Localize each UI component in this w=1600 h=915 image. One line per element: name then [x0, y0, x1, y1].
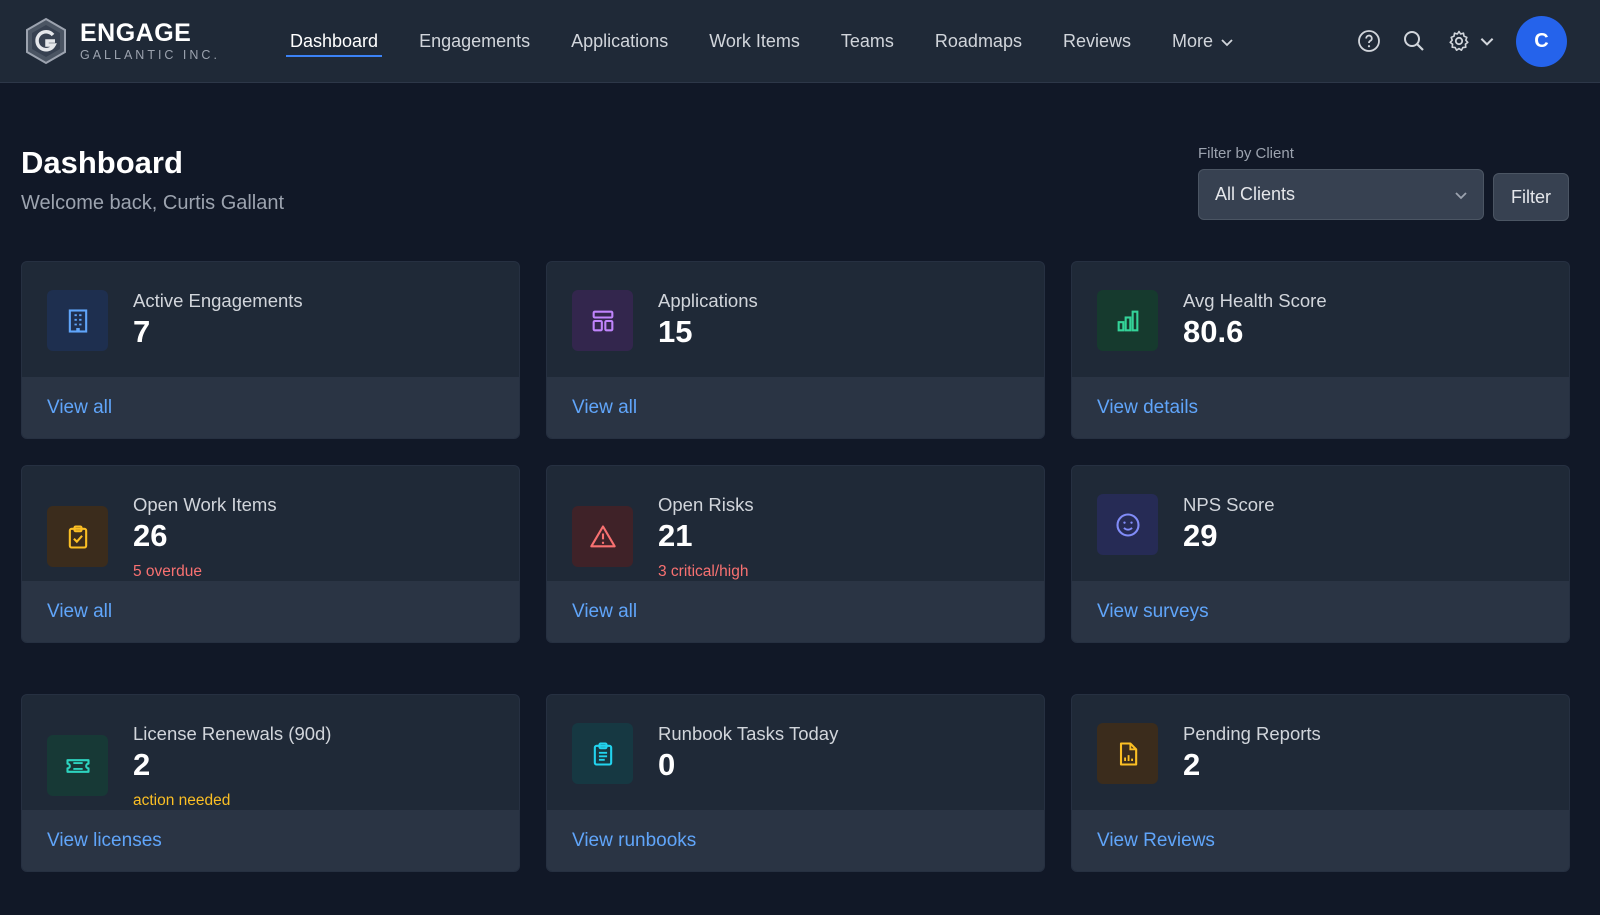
- help-icon[interactable]: [1357, 29, 1381, 53]
- stat-value: 2: [133, 747, 151, 782]
- user-avatar[interactable]: C: [1516, 16, 1567, 67]
- nav-roadmaps[interactable]: Roadmaps: [934, 31, 1022, 51]
- card-footer: View all: [547, 377, 1044, 438]
- nav-applications[interactable]: Applications: [571, 31, 669, 51]
- stat-card-active-engagements: Active Engagements 7 View all: [21, 261, 520, 439]
- chevron-down-icon: [1221, 38, 1233, 46]
- card-footer: View licenses: [22, 810, 519, 871]
- view-all-risks-link[interactable]: View all: [572, 600, 638, 622]
- stat-card-avg-health-score: Avg Health Score 80.6 View details: [1071, 261, 1570, 439]
- stat-label: Open Work Items: [133, 494, 277, 515]
- stat-label: License Renewals (90d): [133, 723, 332, 744]
- stat-card-pending-reports: Pending Reports 2 View Reviews: [1071, 694, 1570, 872]
- clipboard-check-icon: [47, 506, 108, 567]
- stat-card-applications: Applications 15 View all: [546, 261, 1045, 439]
- nav-work-items[interactable]: Work Items: [709, 31, 800, 51]
- search-icon[interactable]: [1402, 29, 1426, 53]
- chevron-down-icon: [1455, 192, 1467, 200]
- card-footer: View runbooks: [547, 810, 1044, 871]
- stat-value: 26: [133, 518, 168, 553]
- stat-value: 15: [658, 314, 693, 349]
- stat-value: 80.6: [1183, 314, 1244, 349]
- client-filter-value: All Clients: [1215, 184, 1296, 204]
- stat-label: Runbook Tasks Today: [658, 723, 839, 744]
- filter-button[interactable]: Filter: [1493, 173, 1569, 221]
- client-filter-select[interactable]: All Clients: [1198, 169, 1484, 220]
- card-footer: View surveys: [1072, 581, 1569, 642]
- welcome-message: Welcome back, Curtis Gallant: [21, 192, 285, 214]
- brand-subtitle: GALLANTIC INC.: [80, 47, 220, 62]
- stat-label: Avg Health Score: [1183, 290, 1327, 311]
- stat-label: Active Engagements: [133, 290, 303, 311]
- bar-chart-icon: [1097, 290, 1158, 351]
- view-all-engagements-link[interactable]: View all: [47, 396, 113, 418]
- view-runbooks-link[interactable]: View runbooks: [572, 829, 697, 851]
- stat-label: Applications: [658, 290, 758, 311]
- stat-card-license-renewals: License Renewals (90d) 2 action needed V…: [21, 694, 520, 872]
- nav-reviews[interactable]: Reviews: [1062, 31, 1131, 51]
- stat-label: NPS Score: [1183, 494, 1275, 515]
- view-reviews-link[interactable]: View Reviews: [1097, 829, 1215, 851]
- stat-value: 21: [658, 518, 693, 553]
- card-footer: View Reviews: [1072, 810, 1569, 871]
- stat-value: 0: [658, 747, 676, 782]
- settings-chevron-down-icon[interactable]: [1478, 32, 1496, 50]
- warning-icon: [572, 506, 633, 567]
- brand[interactable]: ENGAGE GALLANTIC INC.: [22, 17, 220, 65]
- stat-card-nps-score: NPS Score 29 View surveys: [1071, 465, 1570, 643]
- smile-icon: [1097, 494, 1158, 555]
- brand-name: ENGAGE: [80, 18, 192, 47]
- stat-card-open-work-items: Open Work Items 26 5 overdue View all: [21, 465, 520, 643]
- clipboard-list-icon: [572, 723, 633, 784]
- stat-card-runbook-tasks: Runbook Tasks Today 0 View runbooks: [546, 694, 1045, 872]
- critical-note: 3 critical/high: [658, 563, 749, 580]
- gear-icon[interactable]: [1447, 29, 1471, 53]
- nav-dashboard[interactable]: Dashboard: [285, 0, 383, 83]
- building-icon: [47, 290, 108, 351]
- nav-engagements[interactable]: Engagements: [419, 31, 531, 51]
- nav-teams[interactable]: Teams: [840, 31, 894, 51]
- main-nav: Dashboard Engagements Applications Work …: [285, 0, 1276, 83]
- view-licenses-link[interactable]: View licenses: [47, 829, 162, 851]
- top-navbar: ENGAGE GALLANTIC INC. Dashboard Engageme…: [0, 0, 1600, 83]
- view-surveys-link[interactable]: View surveys: [1097, 600, 1209, 622]
- stat-value: 2: [1183, 747, 1201, 782]
- stat-label: Pending Reports: [1183, 723, 1321, 744]
- stat-label: Open Risks: [658, 494, 754, 515]
- layout-icon: [572, 290, 633, 351]
- card-footer: View all: [22, 377, 519, 438]
- logo-icon: [26, 17, 66, 65]
- report-icon: [1097, 723, 1158, 784]
- overdue-note: 5 overdue: [133, 563, 202, 580]
- view-all-work-items-link[interactable]: View all: [47, 600, 113, 622]
- action-needed-note: action needed: [133, 792, 231, 809]
- card-footer: View all: [547, 581, 1044, 642]
- ticket-icon: [47, 735, 108, 796]
- nav-more[interactable]: More: [1172, 0, 1235, 83]
- stat-card-open-risks: Open Risks 21 3 critical/high View all: [546, 465, 1045, 643]
- page-title: Dashboard: [21, 145, 183, 180]
- stat-value: 29: [1183, 518, 1218, 553]
- stat-value: 7: [133, 314, 151, 349]
- view-all-applications-link[interactable]: View all: [572, 396, 638, 418]
- nav-more-label: More: [1171, 31, 1213, 51]
- card-footer: View all: [22, 581, 519, 642]
- view-health-details-link[interactable]: View details: [1097, 396, 1199, 418]
- filter-label: Filter by Client: [1198, 145, 1294, 162]
- card-footer: View details: [1072, 377, 1569, 438]
